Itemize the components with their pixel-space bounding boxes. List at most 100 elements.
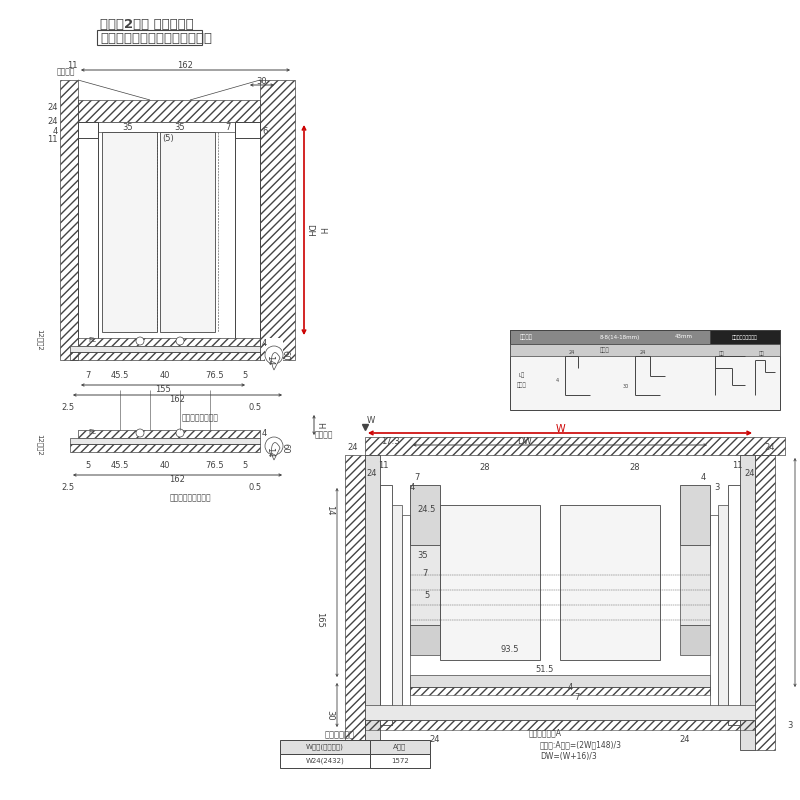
Text: 28: 28 bbox=[480, 462, 490, 471]
Text: 11: 11 bbox=[378, 461, 388, 470]
Text: 76.5: 76.5 bbox=[206, 370, 224, 379]
Text: 1572: 1572 bbox=[391, 758, 409, 764]
Text: ケーシング付枠　洋室側引込み: ケーシング付枠 洋室側引込み bbox=[100, 32, 212, 45]
Bar bbox=[410, 485, 440, 545]
Circle shape bbox=[176, 337, 184, 345]
Text: 2.5: 2.5 bbox=[62, 403, 74, 413]
Bar bbox=[97, 30, 202, 45]
Bar bbox=[510, 344, 780, 356]
Text: DW: DW bbox=[518, 437, 532, 446]
Text: 4: 4 bbox=[262, 430, 267, 438]
Text: 算出式:A寸法=(2W－148)/3: 算出式:A寸法=(2W－148)/3 bbox=[540, 740, 622, 749]
Text: 117.5: 117.5 bbox=[798, 598, 800, 622]
Bar bbox=[78, 430, 260, 438]
Circle shape bbox=[136, 337, 144, 345]
Text: 24: 24 bbox=[569, 350, 575, 355]
Text: 162: 162 bbox=[177, 62, 193, 70]
Bar bbox=[740, 455, 755, 750]
Text: 4: 4 bbox=[556, 378, 559, 382]
Bar bbox=[345, 455, 365, 750]
Text: 24.5: 24.5 bbox=[418, 506, 436, 514]
Circle shape bbox=[176, 429, 184, 437]
Bar bbox=[755, 455, 775, 750]
Text: W24(2432): W24(2432) bbox=[306, 758, 344, 764]
Bar bbox=[70, 346, 260, 352]
Text: 17.3: 17.3 bbox=[381, 437, 399, 446]
Text: 7: 7 bbox=[414, 473, 420, 482]
Text: 76.5: 76.5 bbox=[206, 461, 224, 470]
Bar bbox=[280, 754, 370, 768]
Text: 35: 35 bbox=[122, 123, 134, 133]
Text: A寸法: A寸法 bbox=[394, 744, 406, 750]
Text: 8-8(14-18mm): 8-8(14-18mm) bbox=[600, 334, 640, 339]
Text: 枠ケーシング断面図: 枠ケーシング断面図 bbox=[732, 334, 758, 339]
Text: 板の厚さ: 板の厚さ bbox=[520, 334, 533, 340]
Text: 24: 24 bbox=[47, 103, 58, 113]
Text: 28: 28 bbox=[630, 462, 640, 471]
Text: 横断面図: 横断面図 bbox=[315, 430, 334, 439]
Bar bbox=[160, 132, 215, 332]
Text: W呼称(枠外寸法): W呼称(枠外寸法) bbox=[306, 744, 344, 750]
Text: 11: 11 bbox=[47, 135, 58, 145]
Text: 7: 7 bbox=[422, 569, 428, 578]
Text: 24: 24 bbox=[680, 735, 690, 745]
Text: 14: 14 bbox=[326, 505, 334, 515]
Bar bbox=[560, 505, 660, 660]
Bar bbox=[680, 485, 710, 545]
Text: 5: 5 bbox=[242, 370, 248, 379]
PathPatch shape bbox=[271, 353, 280, 370]
Text: 縦枠: 縦枠 bbox=[759, 350, 765, 355]
Text: 162: 162 bbox=[169, 395, 185, 405]
Text: 45.5: 45.5 bbox=[111, 461, 129, 470]
Bar bbox=[60, 80, 78, 360]
Text: 7: 7 bbox=[574, 693, 580, 702]
Text: 51.5: 51.5 bbox=[536, 666, 554, 674]
Text: 4: 4 bbox=[567, 682, 573, 691]
Text: 24: 24 bbox=[366, 469, 378, 478]
Text: 162: 162 bbox=[169, 475, 185, 485]
Text: 11: 11 bbox=[732, 461, 742, 470]
Text: 40: 40 bbox=[160, 370, 170, 379]
Bar bbox=[410, 675, 710, 687]
Text: 45.5: 45.5 bbox=[111, 370, 129, 379]
Bar bbox=[680, 545, 710, 625]
Bar bbox=[380, 485, 392, 725]
Text: 35: 35 bbox=[174, 123, 186, 133]
Text: 60: 60 bbox=[281, 442, 290, 454]
Bar bbox=[78, 100, 260, 122]
Text: 2.5: 2.5 bbox=[62, 483, 74, 493]
Text: 3: 3 bbox=[714, 482, 720, 491]
Text: 片引戸2枚建 在来工法用: 片引戸2枚建 在来工法用 bbox=[100, 18, 194, 31]
Text: 14: 14 bbox=[266, 446, 274, 458]
Text: W: W bbox=[555, 424, 565, 434]
Text: 0.5: 0.5 bbox=[249, 483, 262, 493]
Text: (5): (5) bbox=[162, 134, 174, 142]
Bar bbox=[365, 705, 755, 720]
Text: 24: 24 bbox=[640, 350, 646, 355]
Text: 60: 60 bbox=[281, 350, 290, 360]
Text: H: H bbox=[318, 227, 326, 233]
Text: 24: 24 bbox=[765, 442, 775, 451]
Bar bbox=[680, 625, 710, 655]
Bar bbox=[365, 437, 785, 455]
Bar bbox=[392, 505, 402, 720]
Bar bbox=[78, 338, 260, 346]
Circle shape bbox=[265, 437, 283, 455]
Text: タイプ: タイプ bbox=[517, 382, 527, 388]
Text: 有効開口寸法: 有効開口寸法 bbox=[325, 730, 355, 739]
Text: 5: 5 bbox=[86, 461, 90, 470]
Bar bbox=[410, 545, 440, 625]
Bar bbox=[710, 330, 780, 344]
Text: 30: 30 bbox=[257, 78, 267, 86]
Text: 12段差2: 12段差2 bbox=[37, 434, 43, 456]
Text: 30: 30 bbox=[622, 383, 629, 389]
Bar bbox=[710, 515, 718, 720]
Bar bbox=[265, 338, 283, 368]
Bar bbox=[510, 330, 780, 344]
Bar bbox=[280, 740, 370, 754]
Text: 35: 35 bbox=[418, 550, 428, 559]
Circle shape bbox=[265, 346, 283, 364]
Text: 6: 6 bbox=[262, 127, 267, 137]
Bar bbox=[365, 455, 380, 750]
Bar bbox=[70, 438, 260, 444]
